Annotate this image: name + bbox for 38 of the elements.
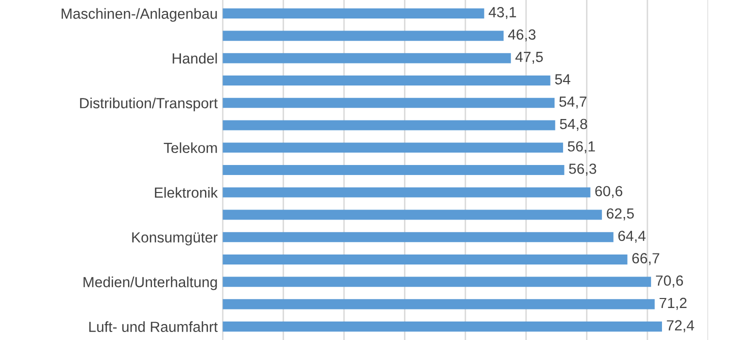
y-tick-label: Handel [172, 52, 217, 64]
bar [222, 75, 550, 86]
bar [222, 98, 555, 108]
bar [222, 299, 655, 310]
bar [222, 187, 590, 198]
bar [222, 232, 614, 242]
data-label: 71,2 [660, 298, 687, 310]
y-tick-label: Maschinen-/Anlagenbau [62, 8, 217, 22]
data-label: 54,7 [559, 96, 586, 109]
bar [222, 322, 662, 332]
y-tick-label: Luft- und Raumfahrt [89, 321, 218, 332]
data-label: 56,3 [569, 164, 596, 176]
bar [222, 210, 602, 220]
data-label: 72,4 [666, 320, 694, 332]
data-label: 47,5 [515, 52, 543, 64]
data-label: 70,6 [656, 275, 683, 288]
data-label: 54,8 [560, 118, 588, 131]
bar [222, 142, 564, 153]
y-tick-label: Konsumgüter [132, 232, 218, 246]
bar [222, 53, 511, 64]
y-tick-label: Medien/Unterhaltung [84, 276, 217, 290]
data-label: 46,3 [508, 29, 536, 42]
bar [222, 8, 484, 18]
bar [222, 254, 628, 265]
data-label: 62,5 [606, 208, 634, 220]
bar [222, 276, 652, 287]
bar [222, 30, 504, 41]
data-label: 60,6 [595, 186, 622, 198]
y-tick-label: Elektronik [154, 187, 218, 198]
data-label: 64,4 [618, 230, 646, 243]
data-label: 56,1 [568, 141, 595, 154]
data-label: 54 [555, 74, 570, 84]
y-tick-label: Distribution/Transport [80, 98, 218, 112]
bar [222, 120, 556, 130]
data-label: 66,7 [632, 253, 660, 266]
y-tick-label: Telekom [164, 142, 217, 154]
bar [222, 164, 564, 176]
data-label: 43,1 [488, 7, 516, 20]
